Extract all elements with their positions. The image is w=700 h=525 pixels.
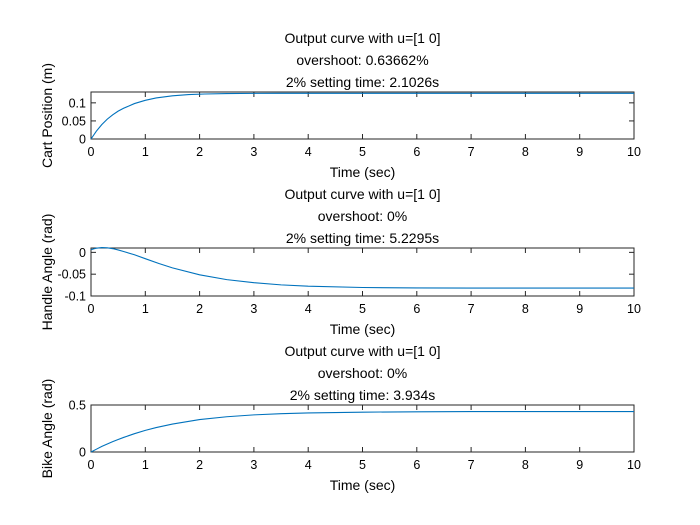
x-tick-label: 3 (250, 302, 257, 316)
x-tick-label: 3 (250, 145, 257, 159)
x-tick-label: 1 (142, 145, 149, 159)
x-tick-label: 6 (413, 145, 420, 159)
x-tick-label: 3 (250, 458, 257, 472)
x-tick-label: 7 (468, 458, 475, 472)
series-line (90, 92, 634, 140)
axes-box (90, 91, 635, 140)
chart-title-line: 2% setting time: 5.2295s (286, 230, 439, 246)
x-tick-label: 10 (627, 302, 641, 316)
x-tick-label: 4 (305, 458, 312, 472)
x-tick-label: 6 (413, 458, 420, 472)
chart-title-line: Output curve with u=[1 0] (284, 30, 440, 46)
y-tick-label: 0 (79, 246, 86, 260)
x-tick-label: 9 (576, 145, 583, 159)
x-tick-label: 10 (627, 458, 641, 472)
x-tick-label: 0 (88, 458, 95, 472)
series-line (90, 411, 634, 453)
x-tick-label: 9 (576, 302, 583, 316)
y-tick-label: 0 (79, 133, 86, 147)
chart-title-line: 2% setting time: 2.1026s (286, 74, 439, 90)
axes-box (90, 247, 635, 297)
x-tick-label: 2 (196, 302, 203, 316)
y-tick-label: 0.1 (69, 96, 86, 110)
x-tick-label: 1 (142, 458, 149, 472)
y-axis-label: Cart Position (m) (39, 63, 55, 168)
x-tick-label: 1 (142, 302, 149, 316)
x-tick-label: 7 (468, 302, 475, 316)
chart-title-line: overshoot: 0% (318, 365, 408, 381)
axes-box (90, 404, 635, 453)
x-tick-label: 6 (413, 302, 420, 316)
chart-title-line: overshoot: 0% (318, 208, 408, 224)
y-axis-label: Handle Angle (rad) (39, 214, 55, 331)
y-tick-label: 0.05 (62, 114, 86, 128)
x-tick-label: 8 (522, 458, 529, 472)
x-axis-label: Time (sec) (330, 321, 396, 337)
x-tick-label: 10 (627, 145, 641, 159)
chart-title-line: Output curve with u=[1 0] (284, 186, 440, 202)
x-tick-label: 2 (196, 458, 203, 472)
y-axis-label: Bike Angle (rad) (39, 379, 55, 479)
x-tick-label: 0 (88, 145, 95, 159)
y-tick-label: -0.1 (64, 290, 86, 304)
x-tick-label: 5 (359, 145, 366, 159)
y-tick-label: 0 (79, 446, 86, 460)
x-tick-label: 0 (88, 302, 95, 316)
x-tick-label: 4 (305, 145, 312, 159)
x-tick-label: 5 (359, 458, 366, 472)
series-line (90, 247, 634, 289)
x-tick-label: 8 (522, 145, 529, 159)
chart-title-line: 2% setting time: 3.934s (290, 387, 436, 403)
x-tick-label: 2 (196, 145, 203, 159)
x-tick-label: 5 (359, 302, 366, 316)
x-tick-label: 8 (522, 302, 529, 316)
y-tick-label: -0.05 (58, 268, 87, 282)
x-axis-label: Time (sec) (330, 477, 396, 493)
chart-title-line: Output curve with u=[1 0] (284, 343, 440, 359)
x-axis-label: Time (sec) (330, 164, 396, 180)
x-tick-label: 9 (576, 458, 583, 472)
y-tick-label: 0.5 (69, 399, 86, 413)
x-tick-label: 4 (305, 302, 312, 316)
chart-title-line: overshoot: 0.63662% (296, 52, 428, 68)
x-tick-label: 7 (468, 145, 475, 159)
